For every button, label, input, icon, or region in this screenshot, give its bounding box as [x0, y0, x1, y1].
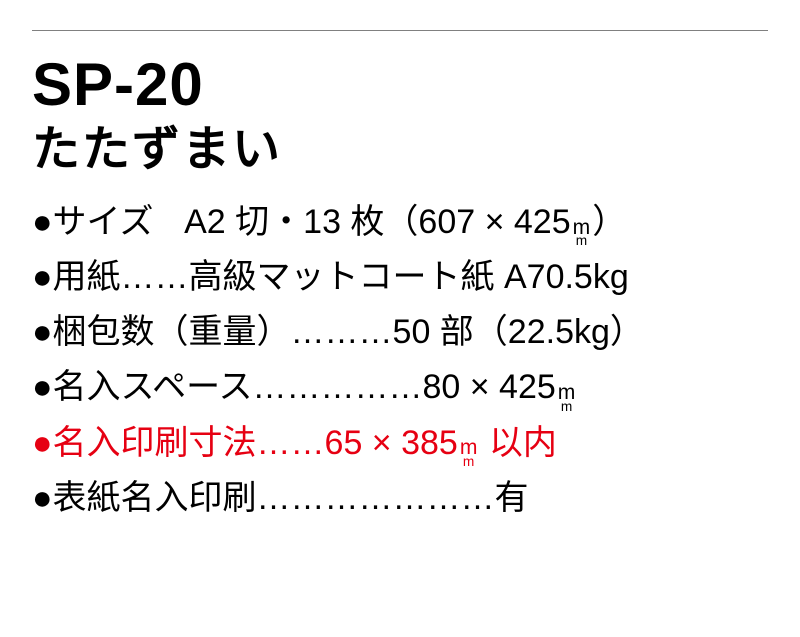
spec-value-pre: 65 × 385 — [325, 424, 458, 462]
spec-label: 名入スペース — [53, 360, 253, 415]
spec-list: ● サイズ A2 切・13 枚（607 × 425mm） ● 用紙 …… 高級マ… — [32, 195, 768, 525]
spec-value: 50 部（22.5kg） — [393, 305, 644, 360]
mm-unit: mm — [558, 385, 576, 413]
spec-value: A2 切・13 枚（607 × 425mm） — [184, 195, 626, 250]
leader-dots: …… — [257, 416, 325, 471]
spec-value-post: 以内 — [479, 424, 556, 462]
spec-value: 高級マットコート紙 A70.5kg — [189, 250, 629, 305]
bullet-icon: ● — [32, 195, 53, 250]
spec-label: 用紙 — [53, 250, 121, 305]
spec-label: 表紙名入印刷 — [53, 471, 257, 526]
spec-value: 80 × 425mm — [422, 360, 577, 415]
spec-value-pre: 80 × 425 — [422, 368, 555, 406]
spec-row-accent: ● 名入印刷寸法 …… 65 × 385mm 以内 — [32, 416, 768, 471]
spec-row: ● サイズ A2 切・13 枚（607 × 425mm） — [32, 195, 768, 250]
spec-value: 65 × 385mm 以内 — [325, 416, 557, 471]
bullet-icon: ● — [32, 416, 53, 471]
spec-value: 有 — [495, 471, 529, 526]
spec-row: ● 表紙名入印刷 ………………… 有 — [32, 471, 768, 526]
spec-label: 名入印刷寸法 — [53, 416, 257, 471]
mm-unit: mm — [460, 440, 478, 468]
spec-value-post: ） — [592, 203, 626, 241]
bullet-icon: ● — [32, 471, 53, 526]
spec-row: ● 用紙 …… 高級マットコート紙 A70.5kg — [32, 250, 768, 305]
leader-dots: …………… — [252, 360, 422, 415]
top-rule — [32, 30, 768, 31]
leader-dots: …… — [121, 250, 189, 305]
bullet-icon: ● — [32, 250, 53, 305]
spec-row: ● 名入スペース …………… 80 × 425mm — [32, 360, 768, 415]
product-title: たたずまい — [32, 122, 768, 177]
spec-label: 梱包数（重量） — [53, 305, 291, 360]
spec-row: ● 梱包数（重量） ……… 50 部（22.5kg） — [32, 305, 768, 360]
leader-dots: ……… — [291, 305, 393, 360]
product-code: SP-20 — [32, 53, 768, 116]
leader-dots: ………………… — [257, 471, 495, 526]
mm-unit: mm — [573, 220, 591, 248]
spec-label: サイズ — [53, 195, 154, 250]
bullet-icon: ● — [32, 360, 53, 415]
spec-value-pre: A2 切・13 枚（607 × 425 — [184, 203, 571, 241]
bullet-icon: ● — [32, 305, 53, 360]
